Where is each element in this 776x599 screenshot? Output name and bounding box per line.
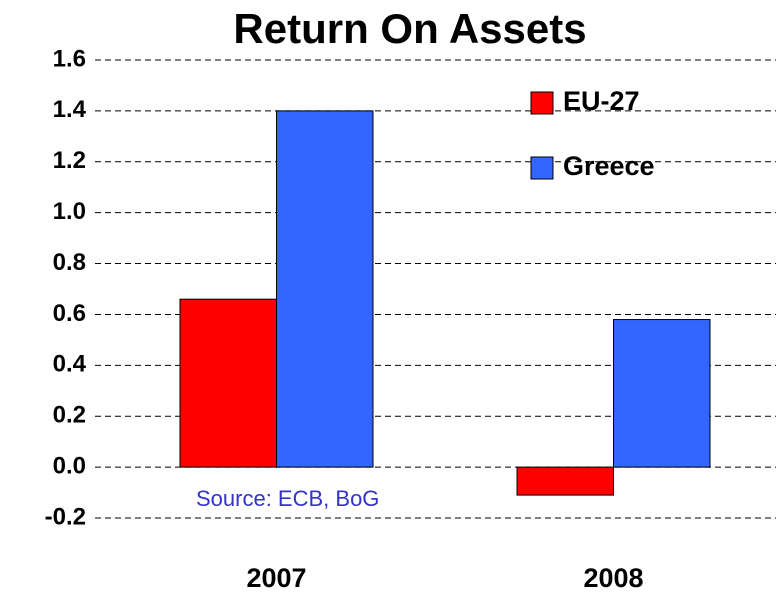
- y-tick-label: 0.2: [53, 402, 86, 429]
- legend-swatch: [530, 91, 554, 115]
- x-tick-label: 2007: [246, 563, 306, 593]
- y-tick-label: 1.0: [53, 198, 86, 225]
- legend-label: Greece: [563, 151, 655, 181]
- y-tick-label: 0.6: [53, 300, 86, 327]
- y-tick-label: 0.8: [53, 249, 86, 276]
- bar: [276, 110, 374, 468]
- y-tick-label: 1.2: [53, 147, 86, 174]
- bar: [179, 298, 277, 468]
- annotation: Source: ECB, BoG: [196, 486, 379, 511]
- y-tick-label: -0.2: [45, 503, 86, 530]
- bar: [516, 466, 614, 496]
- y-tick-label: 1.4: [53, 96, 87, 123]
- y-tick-label: 1.6: [53, 45, 86, 72]
- legend-label: EU-27: [563, 86, 640, 116]
- y-tick-label: 0.4: [53, 351, 87, 378]
- chart-title: Return On Assets: [233, 5, 586, 52]
- y-tick-label: 0.0: [53, 452, 86, 479]
- bar: [613, 319, 711, 468]
- x-tick-label: 2008: [583, 563, 643, 593]
- legend-swatch: [530, 156, 554, 180]
